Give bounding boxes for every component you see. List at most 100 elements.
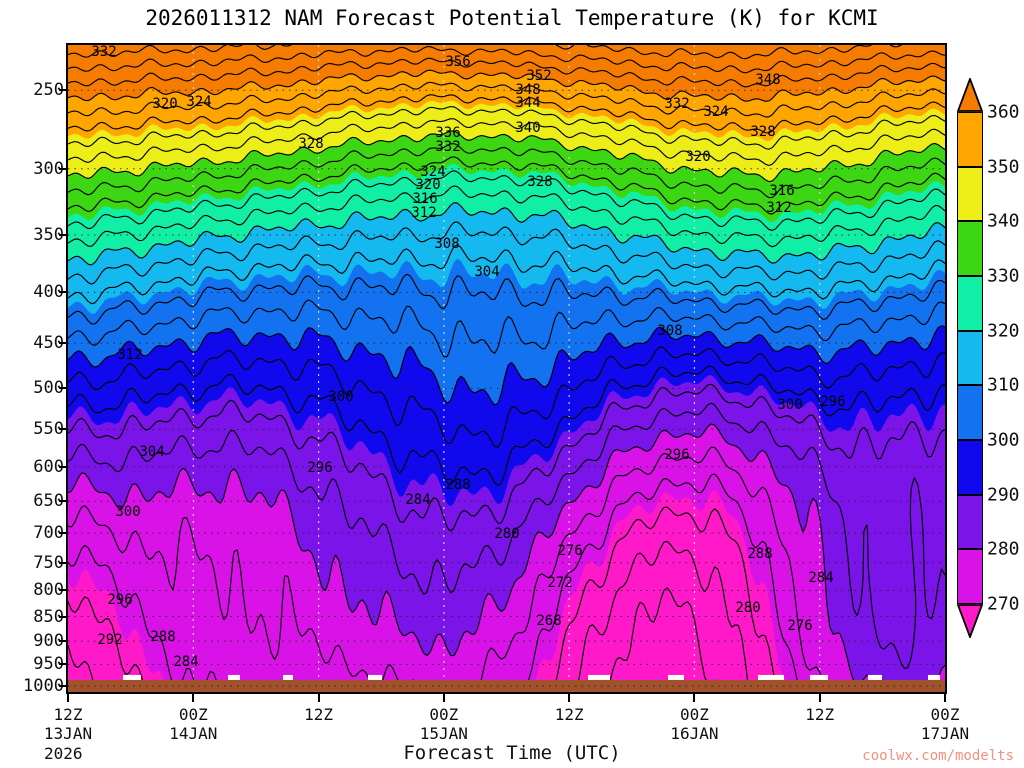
y-axis-tick-label: 900	[33, 631, 64, 652]
y-axis-tick-label: 300	[33, 158, 64, 179]
x-axis-year: 2026	[44, 744, 83, 763]
y-axis-tick-label: 350	[33, 224, 64, 245]
y-axis-tick-label: 750	[33, 552, 64, 573]
y-axis-tick-mark	[59, 387, 66, 390]
contour-268	[68, 506, 778, 692]
contour-value-label: 284	[173, 654, 199, 670]
contour-332	[68, 156, 945, 215]
contour-value-label: 292	[97, 632, 123, 648]
contour-value-label: 348	[515, 82, 541, 98]
x-axis-tick-label-date: 16JAN	[670, 724, 719, 743]
contour-value-label: 340	[515, 120, 541, 136]
contour-value-label: 312	[411, 205, 437, 221]
y-axis-tick-mark	[59, 465, 66, 468]
x-axis-tick-label-time: 00Z	[679, 705, 709, 724]
contour-value-label: 296	[664, 447, 690, 463]
contour-value-label: 288	[150, 629, 176, 645]
contour-value-label: 288	[747, 546, 773, 562]
x-axis-tick-mark	[693, 694, 696, 702]
contour-344	[68, 118, 945, 167]
contour-value-label: 336	[435, 125, 461, 141]
contour-value-label: 312	[117, 347, 143, 363]
contour-value-label: 324	[186, 94, 212, 110]
contour-320	[68, 202, 945, 266]
contour-value-label: 312	[766, 200, 792, 216]
colorbar-segment	[957, 166, 983, 222]
x-axis-tick-label-time: 00Z	[930, 705, 960, 724]
contour-308	[68, 273, 945, 325]
contour-value-label: 316	[769, 183, 795, 199]
colorbar-segment	[957, 330, 983, 386]
colorbar-tick-label: 310	[987, 374, 1020, 396]
x-axis-title: Forecast Time (UTC)	[403, 742, 621, 764]
gridlines	[68, 45, 945, 692]
y-axis-tick-label: 600	[33, 456, 64, 477]
contour-316	[68, 221, 945, 285]
colorbar-tick-label: 330	[987, 265, 1020, 287]
y-axis-tick-mark	[59, 685, 66, 688]
y-axis-tick-label: 550	[33, 419, 64, 440]
contour-value-label: 320	[685, 149, 711, 165]
x-axis-tick-mark	[317, 694, 320, 702]
contour-300	[68, 325, 945, 406]
x-axis-tick-label-time: 12Z	[304, 705, 334, 724]
contour-348	[68, 106, 945, 150]
x-axis-tick-label-time: 00Z	[178, 705, 208, 724]
contour-value-label: 308	[434, 236, 460, 252]
x-axis-tick-mark	[442, 694, 445, 702]
contour-value-label: 320	[152, 96, 178, 112]
colorbar-min-arrow	[957, 604, 983, 638]
colorbar-tick-label: 320	[987, 320, 1020, 342]
contour-value-label: 276	[787, 618, 813, 634]
contour-fill-svg	[68, 45, 945, 692]
x-axis-tick-mark	[192, 694, 195, 702]
contour-340	[68, 130, 945, 183]
contour-value-label: 284	[808, 570, 834, 586]
contour-value-label: 316	[412, 191, 438, 207]
colorbar-segment	[957, 385, 983, 440]
y-axis-tick-label: 400	[33, 282, 64, 303]
contour-value-label: 344	[515, 95, 541, 111]
contour-value-label: 308	[657, 323, 683, 339]
chart-plot-area[interactable]: 332 356 352 348 344 348 332 320 324 340 336 332 328 3…	[66, 43, 947, 694]
contour-372	[68, 45, 902, 60]
colorbar-tick-label: 290	[987, 484, 1020, 506]
contour-value-label: 280	[494, 526, 520, 542]
contour-312	[68, 244, 945, 305]
contour-352	[68, 94, 945, 134]
x-axis-tick-label-date: 15JAN	[419, 724, 468, 743]
contour-value-label: 304	[474, 264, 500, 280]
colorbar-tick-label: 340	[987, 210, 1020, 232]
x-axis-tick-mark	[944, 694, 946, 702]
contour-lines	[68, 45, 945, 692]
contour-288	[68, 383, 945, 532]
contour-value-label: 268	[536, 613, 562, 629]
x-axis-tick-mark	[568, 694, 571, 702]
contour-304	[68, 299, 945, 358]
contour-value-label: 284	[405, 492, 431, 508]
y-axis-tick-label: 800	[33, 580, 64, 601]
colorbar-segment	[957, 440, 983, 495]
watermark: coolwx.com/modelts	[862, 748, 1014, 764]
contour-value-label: 348	[755, 72, 781, 88]
y-axis-tick-mark	[59, 663, 66, 666]
y-axis-tick-mark	[59, 428, 66, 431]
y-axis-tick-label: 650	[33, 491, 64, 512]
colorbar-segment	[957, 221, 983, 276]
contour-280	[68, 423, 945, 692]
y-axis-tick-label: 950	[33, 654, 64, 675]
contour-value-label: 296	[307, 460, 333, 476]
contour-276	[68, 446, 827, 692]
y-axis-tick-mark	[59, 500, 66, 503]
y-axis-tick-label: 700	[33, 523, 64, 544]
contour-value-label: 296	[107, 592, 133, 608]
colorbar-max-arrow	[957, 78, 983, 112]
colorbar-segment	[957, 112, 983, 167]
contour-value-label: 356	[445, 54, 471, 70]
contour-value-label: 332	[664, 96, 690, 112]
colorbar[interactable]: 360 350 340 330 320 310 300 290 280 270	[957, 78, 1020, 638]
contour-value-label: 300	[777, 397, 803, 413]
contour-value-label: 328	[527, 174, 553, 190]
y-axis-tick-mark	[59, 233, 66, 236]
contour-364	[68, 57, 945, 88]
